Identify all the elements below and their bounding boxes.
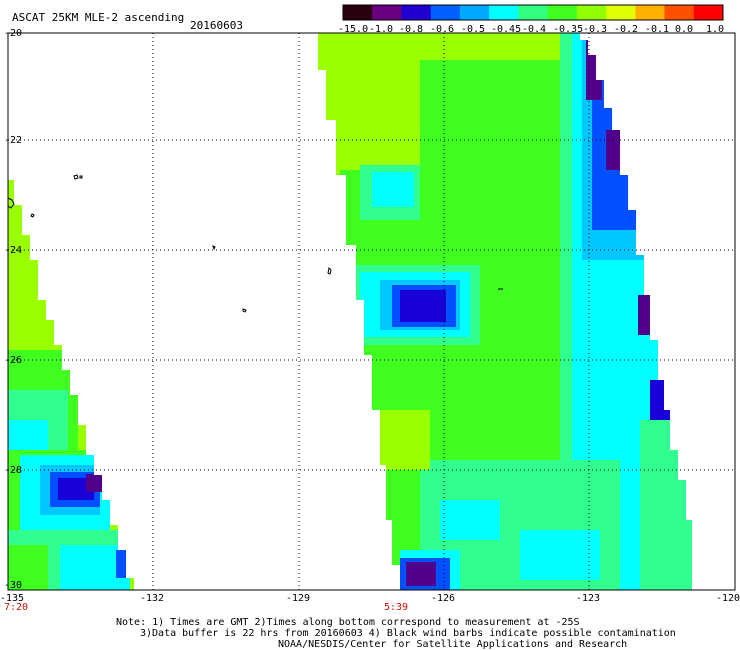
colorbar-label: -0.8 [399, 24, 424, 35]
colorbar-label: -0.3 [583, 24, 608, 35]
time-label-1: 7:20 [4, 602, 29, 613]
colorbar-swatch [489, 5, 519, 20]
colorbar-swatch [576, 5, 607, 20]
colorbar-label: -0.2 [614, 24, 639, 35]
islands [7, 174, 503, 313]
note-line-1: Note: 1) Times are GMT 2)Times along bot… [116, 617, 580, 628]
note-line-3: NOAA/NESDIS/Center for Satellite Applica… [278, 639, 628, 650]
colorbar-label: -15.0 [338, 24, 369, 35]
lon-label-123: -123 [576, 593, 601, 604]
lat-label-22: -22 [4, 135, 23, 146]
colorbar-label: 0.0 [675, 24, 694, 35]
grid-lines [8, 33, 735, 590]
colorbar-label: -0.5 [461, 24, 486, 35]
colorbar-label: -0.6 [430, 24, 455, 35]
colorbar-label: -1.0 [369, 24, 394, 35]
product-date: 20160603 [190, 19, 243, 32]
colorbar-swatch [547, 5, 578, 20]
colorbar-swatch [635, 5, 665, 20]
lon-label-126: -126 [431, 593, 456, 604]
right-swath [312, 33, 692, 590]
lat-label-28: -28 [4, 465, 23, 476]
lon-label-135: -135 [0, 593, 25, 604]
lat-label-26: -26 [4, 355, 23, 366]
colorbar-labels: -15.0 -1.0 -0.8 -0.6 -0.5 -0.45 -0.4 -0.35 -0.3-… [338, 25, 728, 37]
colorbar-swatch [343, 5, 373, 20]
lat-label-24: -24 [4, 245, 23, 256]
lon-label-120: -120 [716, 593, 740, 604]
colorbar-swatch [372, 5, 402, 20]
colorbar-frame [342, 4, 724, 21]
colorbar-swatch [693, 5, 724, 20]
colorbar-label: -0.4 [522, 24, 547, 35]
time-label-2: 5:39 [384, 602, 409, 613]
colorbar-swatch [518, 5, 549, 20]
colorbar-label: -0.45 [491, 24, 522, 35]
lon-label-129: -129 [286, 593, 311, 604]
note-line-2: 3)Data buffer is 22 hrs from 20160603 4)… [140, 628, 676, 639]
colorbar-swatch [606, 5, 636, 20]
lat-label-30: -30 [4, 580, 23, 591]
colorbar-swatch [664, 5, 695, 20]
colorbar-label: -0.1 [645, 24, 670, 35]
colorbar-label: -0.35 [553, 24, 584, 35]
left-swath [8, 180, 134, 590]
plot-frame [7, 32, 736, 591]
colorbar-swatch [401, 5, 432, 20]
colorbar-swatch [430, 5, 461, 20]
colorbar-swatch [459, 5, 490, 20]
lat-label-20: -20 [4, 28, 23, 39]
colorbar-label: 1.0 [706, 24, 725, 35]
lon-label-132: -132 [140, 593, 165, 604]
product-title: ASCAT 25KM MLE-2 ascending [12, 11, 185, 24]
colorbar [342, 4, 724, 21]
